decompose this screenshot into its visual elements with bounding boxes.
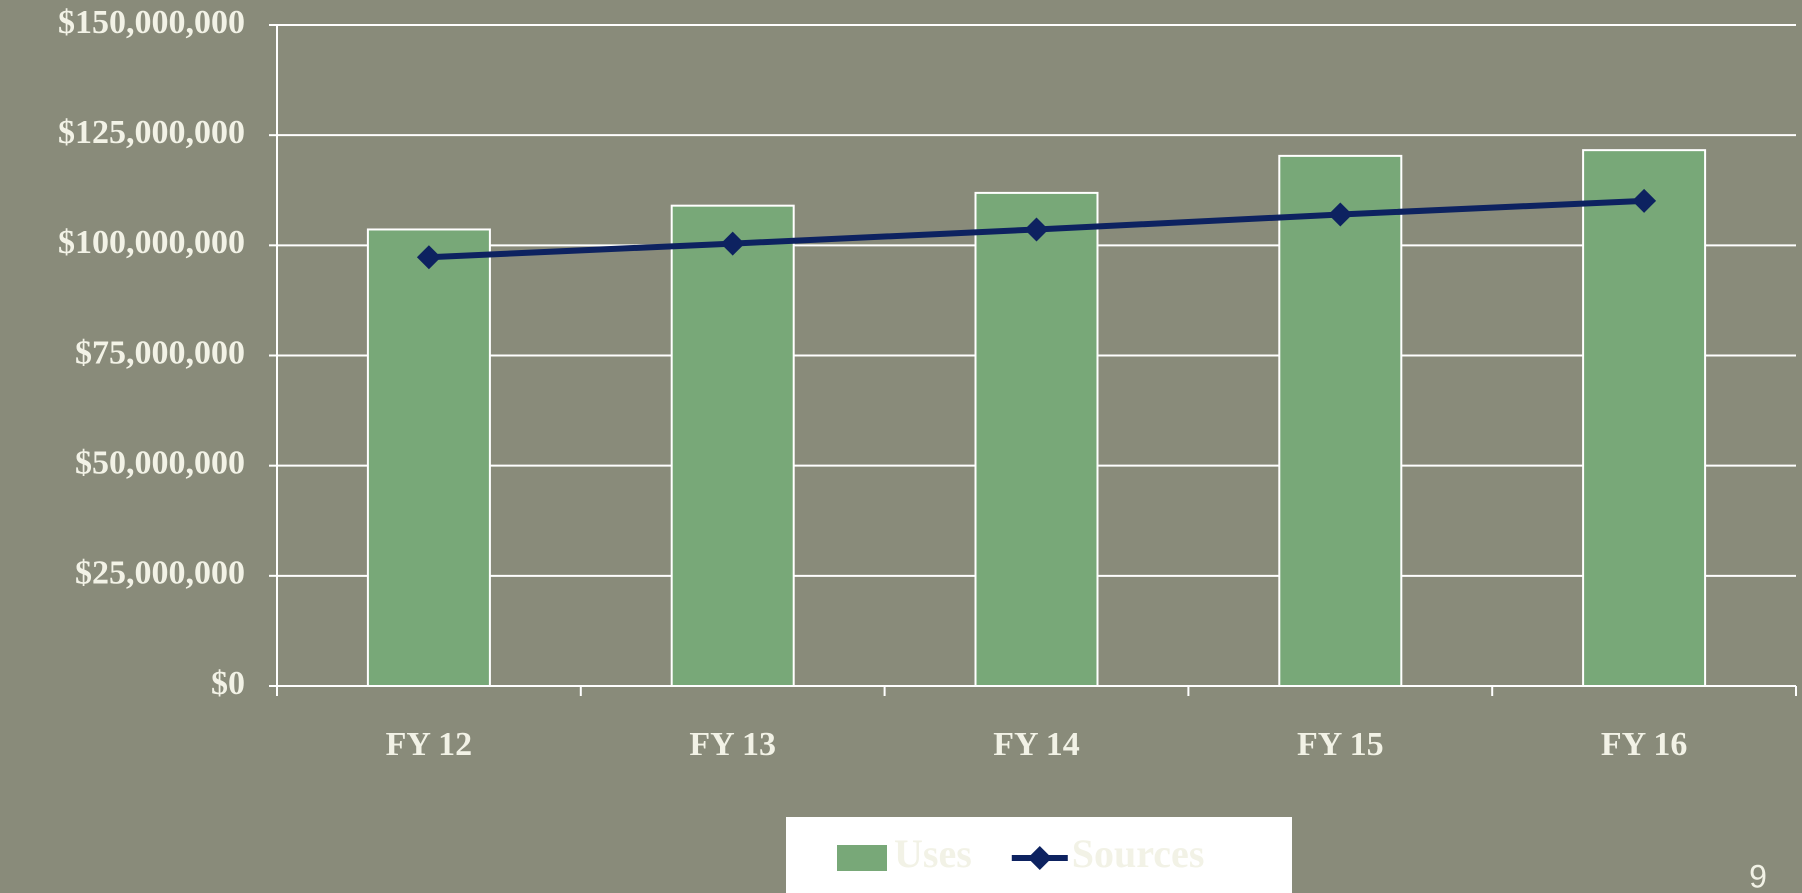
page-number: 9 (1749, 858, 1767, 893)
legend-marker (1027, 846, 1052, 870)
marker (1328, 202, 1353, 227)
marker (1632, 188, 1657, 213)
bar (1278, 154, 1403, 688)
x-tick-label: FY 13 (689, 726, 776, 763)
x-tick-label: FY 12 (386, 726, 473, 763)
y-tick-label: $150,000,000 (58, 4, 245, 41)
legend-label: Sources (1072, 831, 1205, 876)
y-tick-label: $100,000,000 (58, 224, 245, 261)
x-tick-label: FY 14 (993, 726, 1080, 763)
x-tick-label: FY 16 (1601, 726, 1688, 763)
y-tick-label: $0 (211, 665, 245, 702)
y-tick-label: $25,000,000 (75, 555, 245, 592)
bar (366, 228, 491, 687)
legend-label: Uses (894, 831, 972, 876)
bar (974, 191, 1099, 687)
legend-swatch (835, 843, 889, 873)
marker (416, 245, 441, 270)
y-tick-label: $75,000,000 (75, 334, 245, 371)
y-tick-label: $50,000,000 (75, 444, 245, 481)
x-tick-label: FY 15 (1297, 726, 1384, 763)
bar (670, 204, 795, 687)
y-tick-label: $125,000,000 (58, 114, 245, 151)
marker (1024, 217, 1049, 242)
bar (1582, 149, 1707, 687)
marker (720, 231, 745, 256)
